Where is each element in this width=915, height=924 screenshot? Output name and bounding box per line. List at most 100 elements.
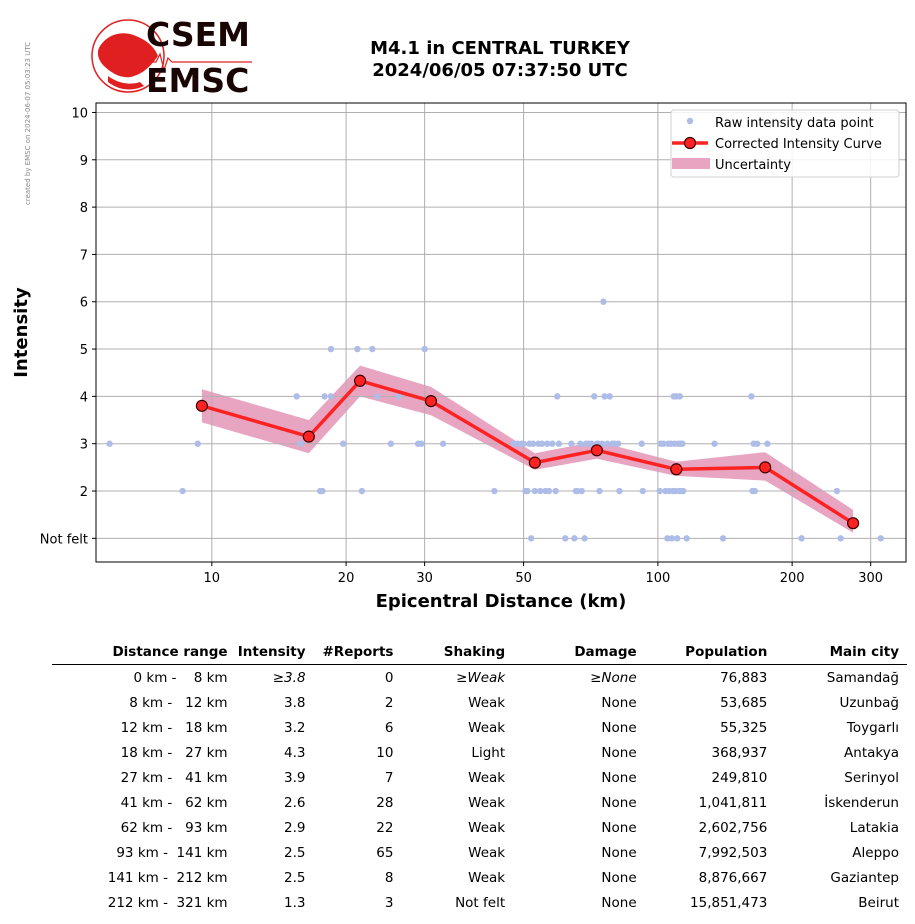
logo-text-csem: CSEM [146, 16, 250, 54]
cell-intensity: 2.5 [284, 869, 306, 886]
cell-population: 368,937 [711, 744, 768, 761]
cell-distance-range: 18 km - 27 km [120, 744, 228, 761]
raw-data-point [531, 487, 539, 495]
raw-data-point [638, 440, 645, 447]
cell-reports: 22 [376, 819, 394, 836]
y-tick-label: 7 [80, 248, 88, 263]
title-line-time: 2024/06/05 07:37:50 UTC [372, 60, 628, 81]
intensity-table: Distance range Intensity #Reports Shakin… [52, 640, 907, 915]
cell-intensity: 2.9 [284, 819, 306, 836]
raw-data-point [395, 393, 402, 400]
table-row: 212 km - 321 km 1.3 3 Not felt None 15,851,47… [52, 890, 907, 915]
y-tick-label: 5 [80, 343, 88, 358]
raw-data-point [374, 393, 381, 400]
table-row: 27 km - 41 km 3.9 7 Weak None 249,810 Serinyol [52, 765, 907, 790]
cell-distance-range: 27 km - 41 km [120, 769, 228, 786]
table-row: 18 km - 27 km 4.3 10 Light None 368,937 Antaky… [52, 740, 907, 765]
table-row: 62 km - 93 km 2.9 22 Weak None 2,602,756 Latak… [52, 815, 907, 840]
cell-damage: ≥None [590, 669, 637, 686]
x-tick-label: 300 [858, 571, 883, 586]
raw-data-point [676, 393, 684, 400]
raw-data-point [527, 535, 535, 542]
raw-data-point [520, 440, 527, 447]
cell-shaking: Weak [468, 819, 506, 836]
raw-data-point [339, 440, 347, 447]
raw-data-point [711, 440, 718, 447]
y-tick-label: 2 [80, 485, 88, 500]
cell-damage: None [601, 794, 637, 811]
raw-data-point [439, 440, 447, 447]
cell-population: 8,876,667 [698, 869, 768, 886]
raw-data-point [319, 487, 326, 495]
raw-data-point [588, 440, 595, 447]
raw-data-point [833, 487, 841, 495]
raw-data-point [358, 487, 366, 495]
raw-data-point [327, 393, 335, 400]
cell-population: 53,685 [720, 694, 768, 711]
cell-shaking: ≥Weak [456, 669, 506, 686]
table-row: 8 km - 12 km 3.8 2 Weak None 53,685 Uzunbağ [52, 690, 907, 715]
y-tick-label: 10 [71, 106, 88, 121]
cell-shaking: Weak [468, 794, 506, 811]
cell-reports: 0 [384, 669, 394, 686]
raw-data-point [798, 535, 805, 542]
cell-reports: 65 [376, 844, 394, 861]
raw-data-point [664, 535, 671, 542]
cell-intensity: 4.3 [284, 744, 306, 761]
raw-data-point [555, 440, 563, 447]
table-row: 141 km - 212 km 2.5 8 Weak None 8,876,667 Gazi… [52, 865, 907, 890]
raw-data-point [581, 535, 588, 542]
raw-data-point [591, 393, 598, 400]
curve-marker [590, 444, 603, 457]
header-population: Population [685, 643, 768, 660]
cell-population: 7,992,503 [698, 844, 768, 861]
x-tick-label: 30 [416, 571, 433, 586]
raw-data-point [680, 487, 687, 495]
raw-points-layer [106, 298, 884, 542]
raw-data-point [598, 440, 606, 447]
x-tick-label: 50 [515, 571, 532, 586]
raw-data-point [764, 440, 771, 447]
cell-damage: None [601, 744, 637, 761]
cell-main-city: İskenderun [824, 794, 899, 811]
raw-data-point [524, 487, 531, 495]
cell-population: 15,851,473 [690, 894, 768, 911]
y-tick-label: 3 [80, 438, 88, 453]
raw-data-point [327, 345, 335, 353]
cell-shaking: Not felt [455, 894, 506, 911]
cell-shaking: Weak [468, 694, 506, 711]
cell-reports: 8 [384, 869, 394, 886]
legend-label: Corrected Intensity Curve [715, 137, 882, 152]
uncertainty-band [201, 365, 854, 533]
x-tick-label: 100 [645, 571, 670, 586]
cell-reports: 6 [384, 719, 394, 736]
raw-data-point [369, 345, 376, 353]
raw-data-point [679, 440, 686, 447]
y-tick-label: 9 [80, 154, 88, 169]
raw-data-point [837, 535, 844, 542]
raw-data-point [578, 487, 585, 495]
raw-data-point [538, 440, 546, 447]
cell-main-city: Serinyol [844, 769, 899, 786]
cell-distance-range: 141 km - 212 km [107, 869, 228, 886]
curve-marker [302, 430, 315, 443]
raw-data-point [615, 440, 622, 447]
cell-distance-range: 62 km - 93 km [120, 819, 228, 836]
table-row: 0 km - 8 km ≥3.8 0 ≥Weak ≥None 76,883 Samandağ [52, 665, 907, 691]
y-tick-label: 6 [80, 296, 88, 311]
table-row: 12 km - 18 km 3.2 6 Weak None 55,325 Toygarlı [52, 715, 907, 740]
cell-population: 1,041,811 [698, 794, 768, 811]
raw-data-point [601, 393, 608, 400]
raw-data-point [549, 440, 556, 447]
raw-data-point [568, 440, 575, 447]
cell-main-city: Samandağ [826, 669, 899, 686]
header-distance-range: Distance range [112, 643, 228, 660]
raw-data-point [748, 393, 755, 400]
cell-shaking: Weak [468, 719, 506, 736]
cell-intensity: 3.9 [284, 769, 306, 786]
legend-raw-marker [686, 117, 694, 125]
csem-emsc-logo: CSEM EMSC [91, 16, 252, 98]
cell-intensity: 1.3 [284, 894, 306, 911]
raw-data-point [387, 440, 395, 447]
cell-distance-range: 93 km - 141 km [116, 844, 228, 861]
